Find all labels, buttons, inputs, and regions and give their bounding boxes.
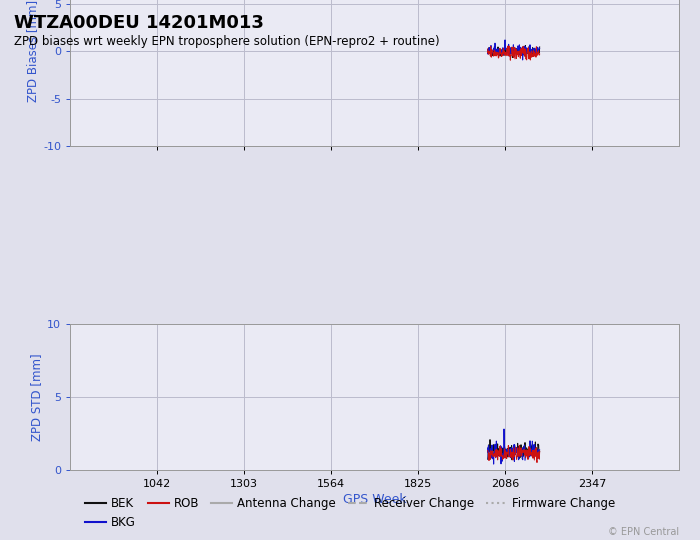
Text: © EPN Central: © EPN Central [608,527,679,537]
Y-axis label: ZPD Biases [mm]: ZPD Biases [mm] [26,0,38,103]
Y-axis label: ZPD STD [mm]: ZPD STD [mm] [30,353,43,441]
Text: ZPD biases wrt weekly EPN troposphere solution (EPN-repro2 + routine): ZPD biases wrt weekly EPN troposphere so… [14,35,440,48]
Text: WTZA00DEU 14201M013: WTZA00DEU 14201M013 [14,14,264,31]
X-axis label: GPS Week: GPS Week [343,493,406,506]
Legend: BEK, BKG, ROB, Antenna Change, Receiver Change, Firmware Change: BEK, BKG, ROB, Antenna Change, Receiver … [80,492,620,534]
